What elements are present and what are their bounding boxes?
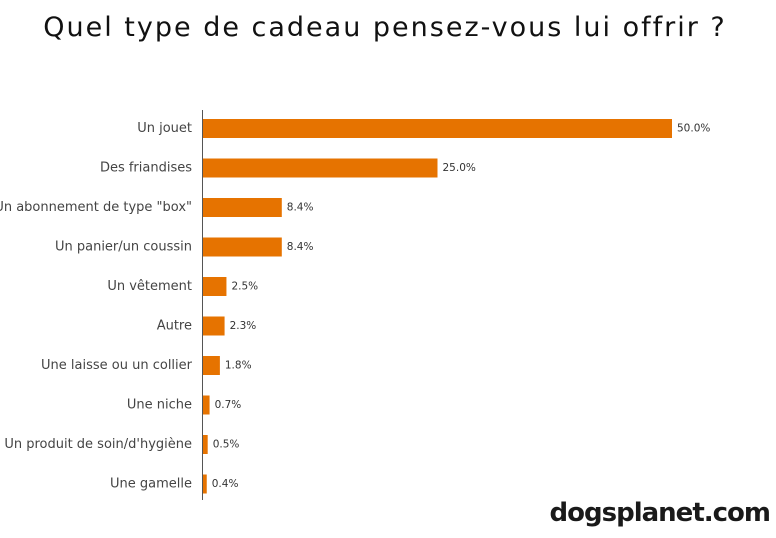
category-label: Des friandises bbox=[100, 161, 192, 176]
bar bbox=[203, 198, 282, 217]
value-label: 0.5% bbox=[213, 439, 240, 451]
value-label: 1.8% bbox=[225, 360, 252, 372]
category-label: Autre bbox=[157, 319, 192, 334]
brand-watermark: dogsplanet.com bbox=[549, 498, 771, 528]
bar bbox=[203, 395, 210, 415]
bar bbox=[203, 435, 208, 454]
category-label: Un jouet bbox=[137, 121, 192, 136]
category-label: Un abonnement de type "box" bbox=[0, 200, 192, 215]
category-label: Un panier/un coussin bbox=[55, 240, 192, 255]
value-label: 2.5% bbox=[231, 281, 258, 293]
category-label: Une laisse ou un collier bbox=[41, 358, 193, 373]
bar bbox=[203, 277, 227, 296]
value-label: 8.4% bbox=[287, 202, 314, 214]
bar bbox=[203, 356, 220, 375]
value-label: 0.7% bbox=[215, 399, 242, 411]
bar bbox=[203, 316, 225, 336]
bars-group: Un jouet 50.0% Des friandises 25.0% Un abonn… bbox=[0, 119, 710, 494]
chart-title: Quel type de cadeau pensez-vous lui offr… bbox=[43, 12, 727, 43]
category-label: Une niche bbox=[127, 398, 192, 413]
value-label: 0.4% bbox=[212, 478, 239, 490]
category-label: Un produit de soin/d'hygiène bbox=[4, 437, 192, 452]
category-label: Une gamelle bbox=[110, 477, 192, 492]
bar bbox=[203, 119, 672, 138]
bar bbox=[203, 474, 207, 494]
value-label: 2.3% bbox=[230, 320, 257, 332]
value-label: 8.4% bbox=[287, 241, 314, 253]
value-label: 50.0% bbox=[677, 123, 710, 135]
value-label: 25.0% bbox=[443, 162, 476, 174]
bar bbox=[203, 237, 282, 257]
bar bbox=[203, 158, 438, 178]
category-label: Un vêtement bbox=[107, 279, 192, 294]
